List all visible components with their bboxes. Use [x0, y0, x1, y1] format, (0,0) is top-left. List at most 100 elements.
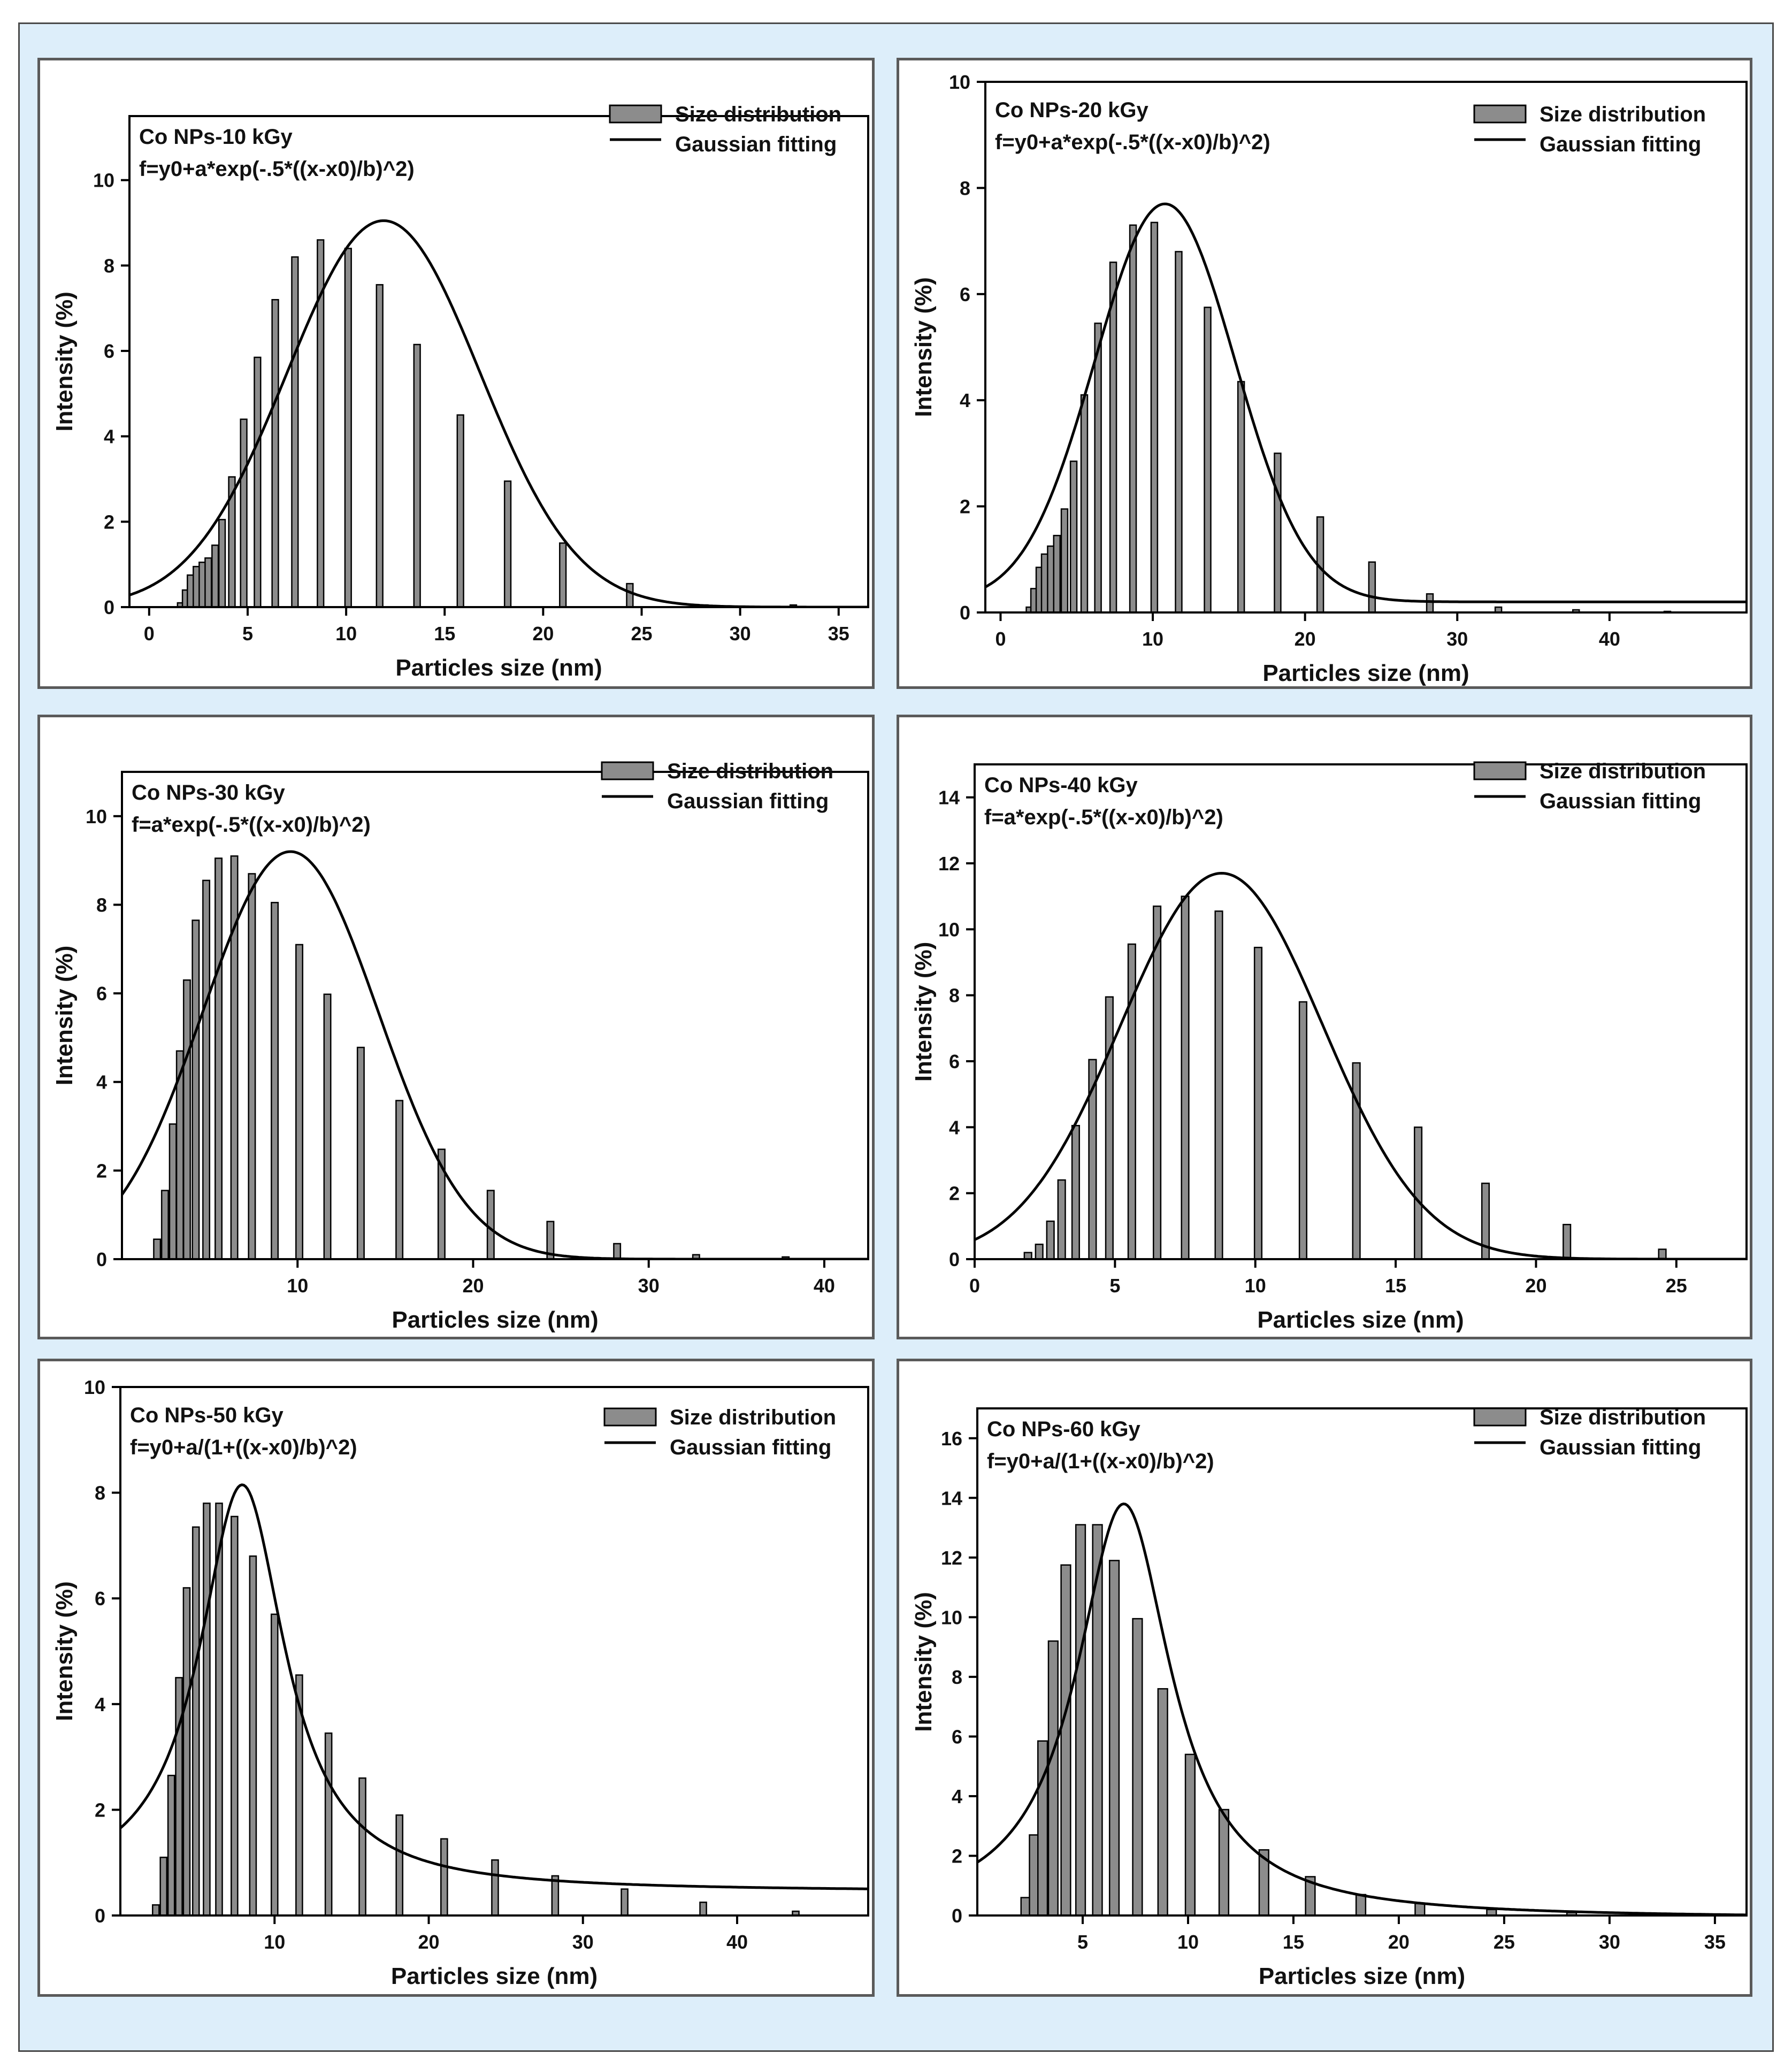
- bar: [248, 873, 256, 1259]
- y-tick-label: 6: [96, 983, 107, 1005]
- bar: [192, 1526, 200, 1915]
- bar: [1157, 1688, 1168, 1915]
- fit-equation: f=y0+a*exp(-.5*((x-x0)/b)^2): [995, 131, 1270, 154]
- y-tick-label: 8: [949, 985, 960, 1007]
- y-tick-label: 2: [96, 1160, 107, 1182]
- legend-bar-swatch: [1473, 1407, 1527, 1427]
- fit-equation: f=y0+a/(1+((x-x0)/b)^2): [130, 1436, 357, 1459]
- bar: [1075, 1524, 1086, 1915]
- bar: [1414, 1903, 1426, 1915]
- y-tick-label: 8: [96, 894, 107, 916]
- bar: [1572, 609, 1580, 612]
- bar: [270, 1613, 279, 1915]
- bar: [1092, 1524, 1103, 1915]
- x-axis-label: Particles size (nm): [391, 1963, 598, 1989]
- bar: [192, 919, 200, 1259]
- bar: [291, 256, 299, 607]
- legend-bar-swatch: [1473, 761, 1527, 780]
- y-tick-label: 0: [104, 596, 114, 618]
- bar: [491, 1859, 499, 1915]
- bar: [249, 1555, 257, 1915]
- x-tick-label: 35: [1704, 1931, 1726, 1953]
- y-tick-label: 6: [960, 283, 970, 305]
- bar: [323, 993, 332, 1259]
- y-axis-label: Intensity (%): [910, 942, 937, 1082]
- bar: [626, 583, 634, 607]
- bar: [1046, 1220, 1055, 1259]
- bar: [1355, 1894, 1367, 1915]
- bar: [1023, 1252, 1032, 1259]
- bar: [551, 1875, 560, 1915]
- legend: Size distribution Gaussian fitting: [603, 1406, 836, 1459]
- chart-panel-3: 10 20 30 40 0 2 4 6 8 10 Particles size (nm) Intens…: [37, 715, 875, 1339]
- bar-series: [1023, 895, 1667, 1259]
- bar: [1132, 1618, 1143, 1915]
- y-tick-label: 10: [949, 71, 970, 93]
- panel-title: Co NPs-50 kGy: [130, 1404, 284, 1427]
- y-tick-label: 4: [960, 389, 970, 411]
- bar: [204, 557, 212, 607]
- bar: [1237, 381, 1245, 612]
- bar: [1069, 461, 1078, 612]
- y-tick-label: 8: [952, 1666, 962, 1688]
- x-tick-label: 35: [828, 623, 849, 645]
- x-tick-label: 20: [1295, 628, 1316, 650]
- chart-panel-5: 10 20 30 40 0 2 4 6 8 10 Particles size (nm) Intens…: [37, 1359, 875, 1997]
- y-tick-label: 8: [960, 177, 970, 199]
- x-tick-label: 30: [1446, 628, 1468, 650]
- bar: [215, 857, 223, 1259]
- x-axis-label: Particles size (nm): [1262, 660, 1469, 686]
- bar: [1181, 895, 1190, 1259]
- y-axis-label: Intensity (%): [910, 1592, 937, 1732]
- bar-series: [153, 855, 790, 1259]
- x-tick-label: 20: [532, 623, 554, 645]
- y-tick-label: 12: [938, 853, 960, 875]
- bar: [613, 1243, 622, 1259]
- y-tick-label: 0: [95, 1905, 105, 1927]
- y-axis-label: Intensity (%): [910, 277, 937, 417]
- y-tick-label: 14: [941, 1487, 962, 1509]
- legend-label-gaussian-fitting: Gaussian fitting: [670, 1436, 831, 1459]
- x-tick-label: 25: [631, 623, 652, 645]
- bar: [621, 1888, 629, 1915]
- bar: [1184, 1753, 1196, 1915]
- x-tick-label: 30: [1599, 1931, 1620, 1953]
- bar: [1204, 306, 1212, 612]
- bar: [230, 855, 239, 1259]
- y-tick-label: 2: [104, 511, 114, 533]
- bar: [1071, 1125, 1080, 1259]
- bar: [1053, 534, 1061, 612]
- chart-svg: 10 20 30 40 0 2 4 6 8 10 Particles size (nm) Intens…: [51, 760, 869, 1333]
- y-tick-label: 16: [941, 1428, 962, 1450]
- bar: [413, 343, 421, 607]
- bar: [1088, 1059, 1097, 1259]
- bar: [295, 944, 304, 1259]
- chart-panel-2: 0 10 20 30 40 0 2 4 6 8 10 Particles size (nm) Inten…: [897, 58, 1752, 689]
- legend-label-size-distribution: Size distribution: [1540, 1406, 1706, 1429]
- bar: [182, 1587, 191, 1915]
- bar: [1253, 947, 1263, 1259]
- bar: [692, 1254, 700, 1259]
- bar: [151, 1904, 160, 1915]
- bar: [230, 1515, 239, 1915]
- chart-svg: 0 5 10 15 20 25 0 2 4 6 8 10 12 14 Particles size (nm)…: [910, 760, 1748, 1333]
- plot-frame: [119, 1386, 869, 1917]
- bar: [1150, 221, 1159, 612]
- bar: [167, 1774, 175, 1915]
- legend-label-size-distribution: Size distribution: [675, 103, 841, 126]
- fit-curve: [985, 202, 1747, 603]
- bar: [699, 1902, 707, 1915]
- y-tick-label: 14: [938, 787, 960, 809]
- legend-label-size-distribution: Size distribution: [1540, 103, 1706, 126]
- bar: [1060, 1564, 1071, 1915]
- x-tick-label: 30: [730, 623, 751, 645]
- legend: Size distribution Gaussian fitting: [609, 103, 841, 156]
- bar: [344, 248, 352, 607]
- bar: [271, 902, 279, 1259]
- bar: [546, 1221, 555, 1259]
- bar-series: [151, 1503, 800, 1915]
- x-tick-label: 0: [144, 623, 155, 645]
- fit-curve: [122, 850, 868, 1259]
- legend: Size distribution Gaussian fitting: [1473, 760, 1706, 813]
- y-tick-label: 4: [949, 1116, 960, 1138]
